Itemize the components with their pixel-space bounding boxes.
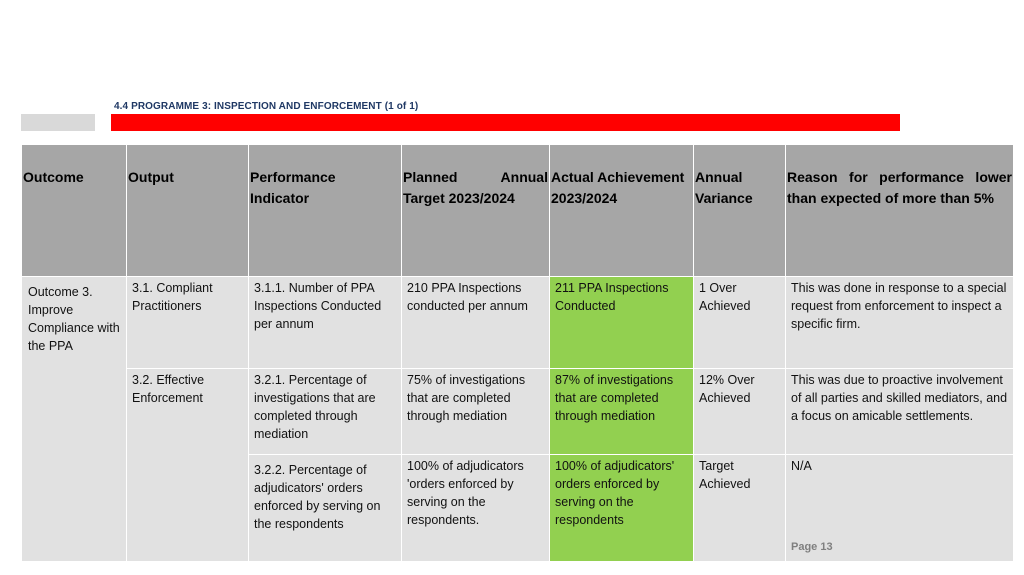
variance-cell: Target Achieved	[693, 454, 786, 562]
target-cell: 75% of investigations that are completed…	[401, 368, 550, 455]
performance-table: Outcome Output Performance Indicator Pla…	[21, 144, 1014, 562]
target-cell: 210 PPA Inspections conducted per annum	[401, 276, 550, 369]
table-header-row: Outcome Output Performance Indicator Pla…	[21, 144, 1014, 277]
reason-cell: N/A	[785, 454, 1014, 562]
indicator-cell: 3.1.1. Number of PPA Inspections Conduct…	[248, 276, 402, 369]
actual-cell: 100% of adjudicators' orders enforced by…	[549, 454, 694, 562]
header-output: Output	[126, 144, 249, 277]
section-heading: 4.4 PROGRAMME 3: INSPECTION AND ENFORCEM…	[114, 101, 419, 112]
output-cell: 3.2. Effective Enforcement	[126, 368, 249, 562]
table-row: 3.2.2. Percentage of adjudicators' order…	[22, 454, 1014, 562]
output-cell: 3.1. Compliant Practitioners	[126, 276, 249, 369]
grey-accent-bar	[21, 114, 95, 131]
actual-cell: 87% of investigations that are completed…	[549, 368, 694, 455]
reason-cell: This was done in response to a special r…	[785, 276, 1014, 369]
header-performance-indicator: Performance Indicator	[248, 144, 402, 277]
outcome-cell: Outcome 3. Improve Compliance with the P…	[21, 276, 127, 562]
table-row: 3.2. Effective Enforcement 3.2.1. Percen…	[22, 368, 1014, 562]
actual-cell: 211 PPA Inspections Conducted	[549, 276, 694, 369]
header-planned-target: Planned Annual Target 2023/2024	[401, 144, 550, 277]
header-actual-achievement: Actual Achievement 2023/2024	[549, 144, 694, 277]
header-reason: Reason for performance lower than expect…	[785, 144, 1014, 277]
variance-cell: 1 Over Achieved	[693, 276, 786, 369]
table-row: Outcome 3. Improve Compliance with the P…	[21, 276, 1014, 562]
page-number: Page 13	[791, 541, 833, 553]
red-accent-bar	[111, 114, 900, 131]
header-annual-variance: Annual Variance	[693, 144, 786, 277]
variance-cell: 12% Over Achieved	[693, 368, 786, 455]
target-cell: 100% of adjudicators 'orders enforced by…	[401, 454, 550, 562]
reason-cell: This was due to proactive involvement of…	[785, 368, 1014, 455]
header-outcome: Outcome	[21, 144, 127, 277]
indicator-cell: 3.2.2. Percentage of adjudicators' order…	[248, 454, 402, 562]
indicator-cell: 3.2.1. Percentage of investigations that…	[248, 368, 402, 455]
